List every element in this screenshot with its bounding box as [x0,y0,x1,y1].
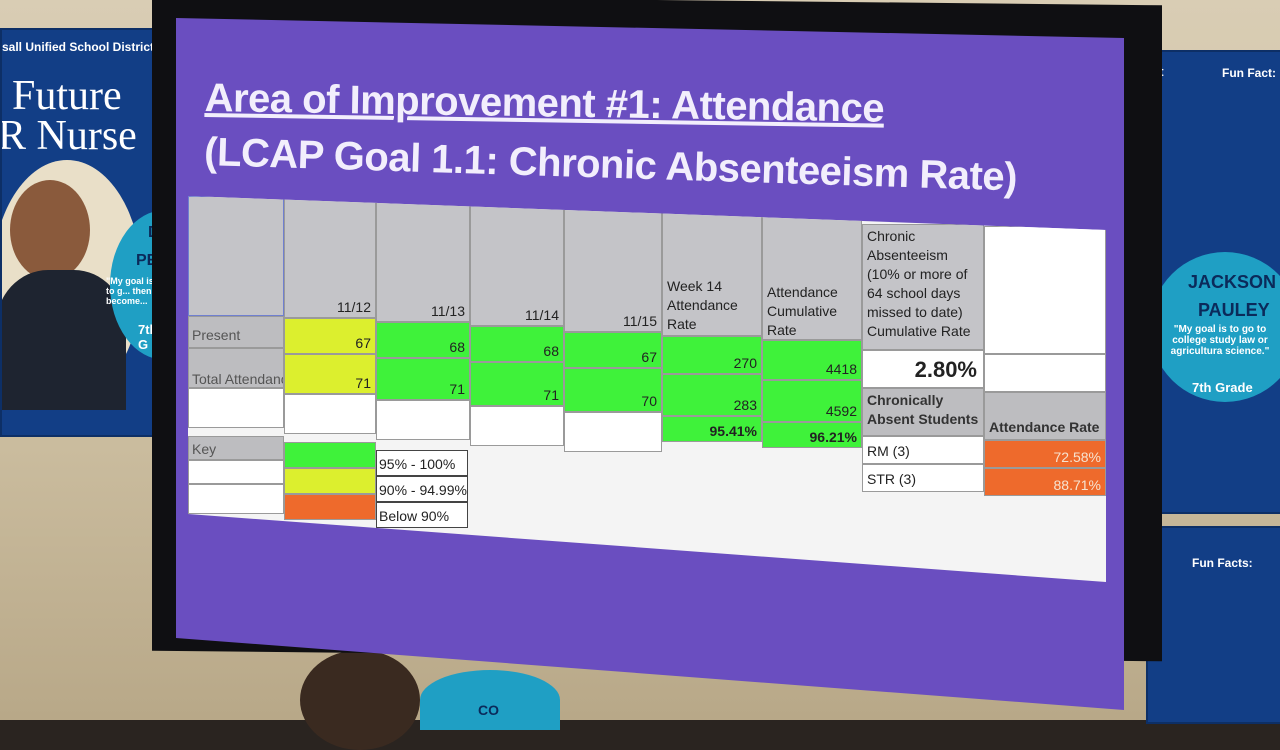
student-shirt-left [2,270,126,410]
week-present-cell: 270 [662,336,762,374]
header-corner [188,196,284,316]
bottom-poster: CO [420,670,560,730]
header-chronic-absenteeism: Chronic Absenteeism (10% or more of 64 s… [862,224,984,350]
key-swatch-yellow [284,468,376,494]
header-date-1: 11/12 [284,196,376,318]
present-cell-2: 68 [376,322,470,358]
key-blank-2 [188,484,284,514]
header-date-3: 11/14 [470,196,564,326]
left-poster: sall Unified School District Future R Nu… [0,28,164,437]
right-poster-circle [1152,252,1280,402]
attendance-table: 11/12 11/13 11/14 11/15 Week 14 Attendan… [188,196,1106,582]
right-poster-grade: 7th Grade [1192,380,1253,395]
week-rate-cell: 95.41% [662,416,762,442]
week-total-cell: 283 [662,374,762,416]
header-date-2: 11/13 [376,196,470,322]
chronic-rate-empty [984,354,1106,392]
cumulative-present-cell: 4418 [762,340,862,380]
row-label-present: Present [188,316,284,348]
rate-row-blank-2 [284,394,376,434]
right-poster-name-1: JACKSON [1188,272,1277,292]
cumulative-rate-cell: 96.21% [762,422,862,448]
right-lower-funfacts: Fun Facts: [1192,556,1253,570]
key-swatch-orange [284,494,376,520]
total-cell-2: 71 [376,358,470,400]
audience-head [300,650,420,750]
total-cell-1: 71 [284,354,376,394]
chronic-students-header: Chronically Absent Students [862,388,984,436]
present-cell-1: 67 [284,318,376,354]
left-poster-quote: "My goal is to g... then become... [106,276,154,306]
key-range-3: Below 90% [376,502,468,528]
key-label: Key [188,436,284,460]
student-rate-1: 72.58% [984,440,1106,468]
student-name-1: RM (3) [862,436,984,464]
key-blank-1 [188,460,284,484]
rate-row-blank-4 [470,406,564,446]
key-range-1: 95% - 100% [376,450,468,476]
cumulative-total-cell: 4592 [762,380,862,422]
left-poster-header: sall Unified School District [2,40,155,54]
header-week-rate: Week 14 Attendance Rate [662,196,762,336]
header-empty [984,226,1106,354]
left-poster-subtitle: R Nurse [0,113,137,159]
right-poster-quote: "My goal is to go to college study law o… [1170,324,1270,357]
total-cell-3: 71 [470,362,564,406]
right-poster-name-2: PAULEY [1198,300,1270,320]
left-poster-title: Future [12,73,122,119]
student-photo-left [10,180,90,280]
student-name-2: STR (3) [862,464,984,492]
key-range-2: 90% - 94.99% [376,476,468,502]
right-lower-poster: ct Fun Facts: [1146,526,1280,724]
right-poster-funfact: Fun Fact: [1222,66,1276,80]
attendance-rate-header: Attendance Rate [984,392,1106,440]
student-rate-2: 88.71% [984,468,1106,496]
bottom-poster-text: CO [478,702,499,718]
total-cell-4: 70 [564,368,662,412]
row-label-total: Total Attendance [188,348,284,388]
chronic-rate-cell: 2.80% [862,350,984,388]
key-swatch-green [284,442,376,468]
present-cell-4: 67 [564,332,662,368]
rate-row-blank-1 [188,388,284,428]
header-date-4: 11/15 [564,196,662,332]
rate-row-blank-5 [564,412,662,452]
rate-row-blank-3 [376,400,470,440]
right-poster: ct Fun Fact: JACKSON PAULEY "My goal is … [1150,50,1280,514]
present-cell-3: 68 [470,326,564,362]
